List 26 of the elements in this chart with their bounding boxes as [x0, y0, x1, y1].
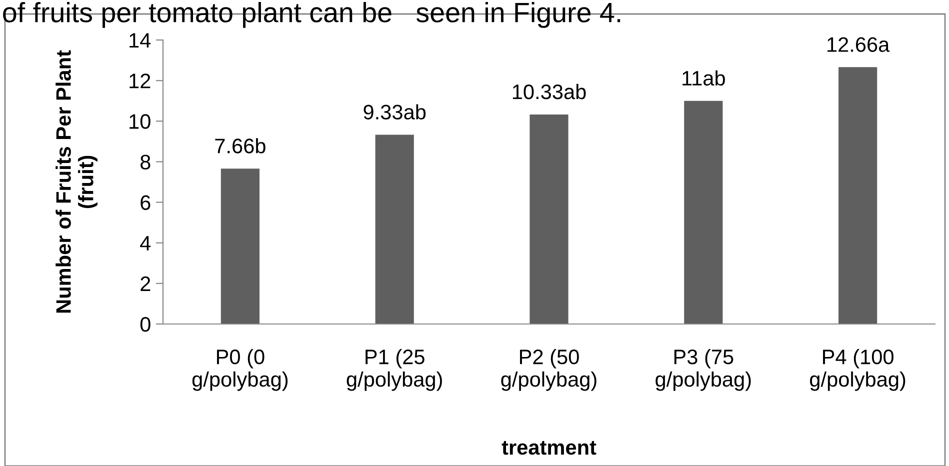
x-tick-label: P2 (50 g/polybag)	[501, 349, 596, 391]
data-label: 11ab	[682, 70, 725, 86]
bar	[684, 100, 723, 324]
data-label: 10.33ab	[512, 84, 586, 100]
y-tick-label: 10	[130, 114, 150, 129]
y-tick-label: 8	[140, 154, 150, 170]
bar	[838, 67, 878, 324]
bar	[375, 134, 414, 324]
data-label: 12.66a	[828, 37, 890, 52]
bar	[220, 168, 260, 324]
y-tick-label: 6	[140, 195, 150, 210]
y-tick-label: 14	[130, 33, 151, 48]
bar	[530, 114, 568, 324]
y-tick-label: 4	[140, 236, 151, 250]
y-tick-label: 12	[130, 74, 150, 88]
data-label: 7.66b	[215, 138, 266, 154]
x-tick-label: P0 (0 g/polybag)	[192, 349, 288, 391]
x-tick-label: P1 (25 g/polybag)	[346, 349, 442, 391]
y-tick-label: 2	[140, 276, 150, 291]
x-tick-label: P3 (75 g/polybag)	[656, 349, 751, 391]
x-axis-title: treatment	[502, 440, 596, 455]
y-tick-label: 0	[140, 317, 150, 332]
x-tick-label: P4 (100 g/polybag)	[810, 349, 906, 391]
y-axis-title: Number of Fruits Per Plant (fruit)	[56, 50, 98, 313]
text: of fruits per tomato plant can be seen in Figure 4.	[3, 2, 620, 28]
data-label: 9.33ab	[364, 104, 426, 120]
